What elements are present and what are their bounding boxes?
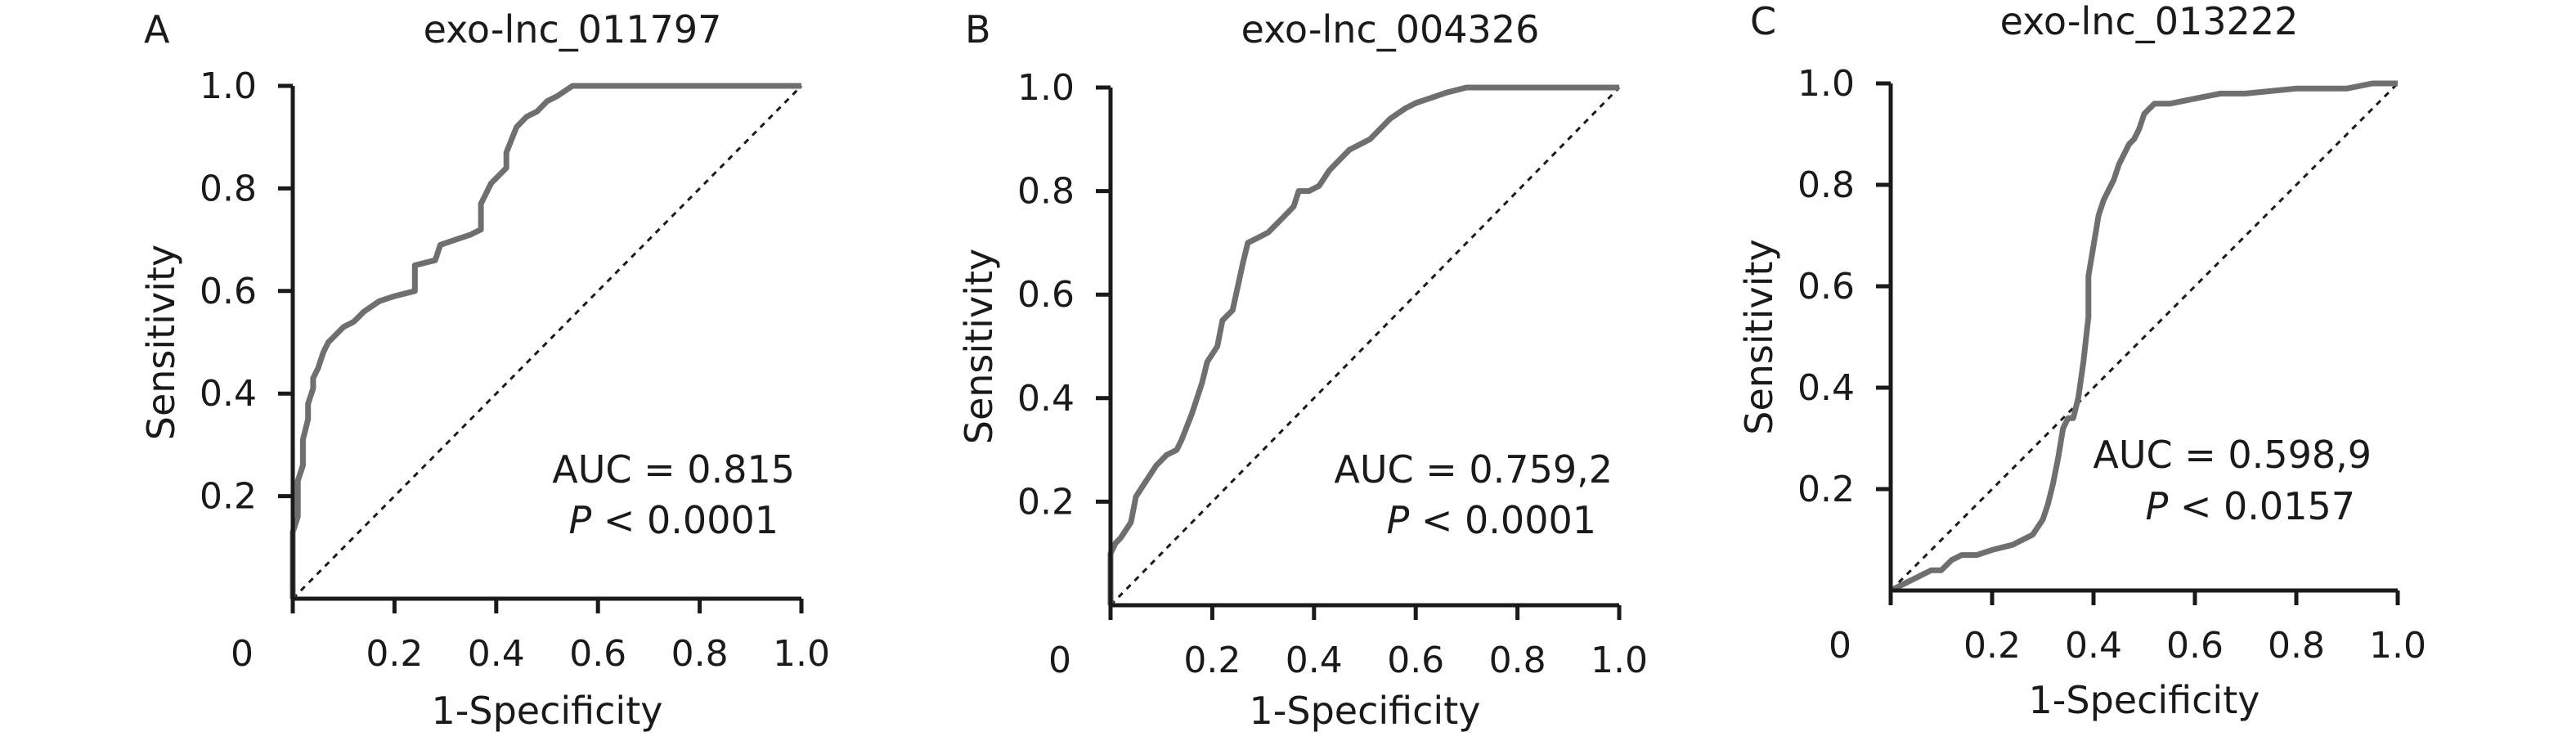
chart-0-auc-label: AUC = 0.815 — [552, 447, 795, 492]
chart-2-auc-label: AUC = 0.598,9 — [2093, 433, 2372, 477]
chart-1-x-tick-label: 0.2 — [1183, 640, 1241, 681]
chart-1-x-tick-label: 0.6 — [1387, 640, 1444, 681]
chart-0-x-tick-label: 0.6 — [569, 633, 626, 675]
chart-2-y-tick-label: 0.8 — [1797, 164, 1855, 206]
chart-1-p-value: < 0.0001 — [1409, 498, 1596, 542]
chart-0-y-tick-label: 0.8 — [200, 168, 257, 209]
chart-1-x-tick-label: 0.4 — [1286, 640, 1343, 681]
chart-1-x-axis-title: 1-Specificity — [1250, 689, 1481, 733]
chart-0-y-tick-label: 0.2 — [200, 476, 257, 518]
chart-2-x-tick-label: 0.4 — [2065, 625, 2122, 667]
chart-1-p-symbol: P — [1387, 498, 1410, 542]
chart-0-y-axis-title: Sensitivity — [139, 245, 183, 440]
chart-1-x-tick-label: 0.8 — [1489, 640, 1546, 681]
chart-0-origin-label: 0 — [231, 633, 254, 675]
chart-0-p-symbol: P — [569, 498, 592, 542]
chart-0-x-tick-label: 1.0 — [773, 633, 830, 675]
chart-1-panel: 0.2 0.4 0.6 0.8 1.0 0.2 0.4 0.6 0.8 1.0 0 1-Specifi… — [957, 7, 1648, 733]
chart-0-x-tick-label: 0.2 — [366, 633, 423, 675]
chart-1-y-tick-label: 0.6 — [1017, 274, 1075, 316]
chart-2-origin-label: 0 — [1829, 625, 1851, 667]
chart-1-auc-label: AUC = 0.759,2 — [1334, 447, 1613, 492]
chart-0-x-tick-label: 0.8 — [671, 633, 729, 675]
chart-0-y-tick-label: 0.6 — [200, 271, 257, 312]
chart-0-panel: 0.2 0.4 0.6 0.8 1.0 0.2 0.4 0.6 0.8 1.0 0 1-Specifi… — [139, 7, 830, 733]
chart-1-panel-letter: B — [965, 7, 991, 52]
chart-1-origin-label: 0 — [1048, 640, 1071, 681]
chart-1-y-tick-label: 0.8 — [1017, 171, 1075, 213]
chart-2-title: exo-lnc_013222 — [2000, 0, 2299, 43]
chart-2-y-tick-label: 0.6 — [1797, 266, 1855, 308]
chart-1-y-tick-label: 1.0 — [1017, 67, 1075, 109]
chart-1-x-tick-label: 1.0 — [1591, 640, 1648, 681]
chart-0-y-tick-label: 1.0 — [200, 65, 257, 107]
chart-0-p-value-label: P < 0.0001 — [569, 498, 779, 542]
chart-2-x-axis-title: 1-Specificity — [2029, 678, 2260, 722]
chart-2-panel-letter: C — [1750, 0, 1776, 43]
chart-2-y-tick-label: 1.0 — [1797, 63, 1855, 105]
chart-2-p-symbol: P — [2146, 484, 2169, 528]
chart-2-p-value-label: P < 0.0157 — [2146, 484, 2356, 528]
chart-1-y-tick-label: 0.4 — [1017, 378, 1075, 420]
chart-2-y-tick-label: 0.4 — [1797, 367, 1855, 409]
chart-2-p-value: < 0.0157 — [2168, 484, 2355, 528]
chart-0-x-axis-title: 1-Specificity — [432, 689, 663, 733]
chart-2-roc-curve-0 — [1889, 80, 2398, 594]
chart-2-panel: 0.2 0.4 0.6 0.8 1.0 0.2 0.4 0.6 0.8 1.0 0 1-Specifi… — [1737, 0, 2426, 722]
chart-0-x-tick-label: 0.4 — [468, 633, 525, 675]
chart-1-y-axis-title: Sensitivity — [957, 249, 1001, 444]
chart-2-x-tick-label: 0.6 — [2166, 625, 2224, 667]
chart-1-y-tick-label: 0.2 — [1017, 481, 1075, 523]
chart-1-roc-curve-0 — [1107, 84, 1619, 605]
chart-0-title: exo-lnc_011797 — [424, 7, 722, 52]
chart-1-title: exo-lnc_004326 — [1241, 7, 1540, 52]
chart-2-x-tick-label: 0.8 — [2268, 625, 2325, 667]
chart-2-x-tick-label: 0.2 — [1963, 625, 2021, 667]
chart-2-y-tick-label: 0.2 — [1797, 469, 1855, 510]
chart-0-roc-curve-0 — [289, 83, 801, 599]
chart-0-y-tick-label: 0.4 — [200, 373, 257, 415]
chart-0-p-value: < 0.0001 — [591, 498, 779, 542]
chart-0-panel-letter: A — [144, 7, 170, 52]
chart-1-p-value-label: P < 0.0001 — [1387, 498, 1597, 542]
chart-2-y-axis-title: Sensitivity — [1737, 239, 1781, 434]
chart-2-x-tick-label: 1.0 — [2369, 625, 2426, 667]
chart-2-reference-line — [1889, 82, 2399, 592]
